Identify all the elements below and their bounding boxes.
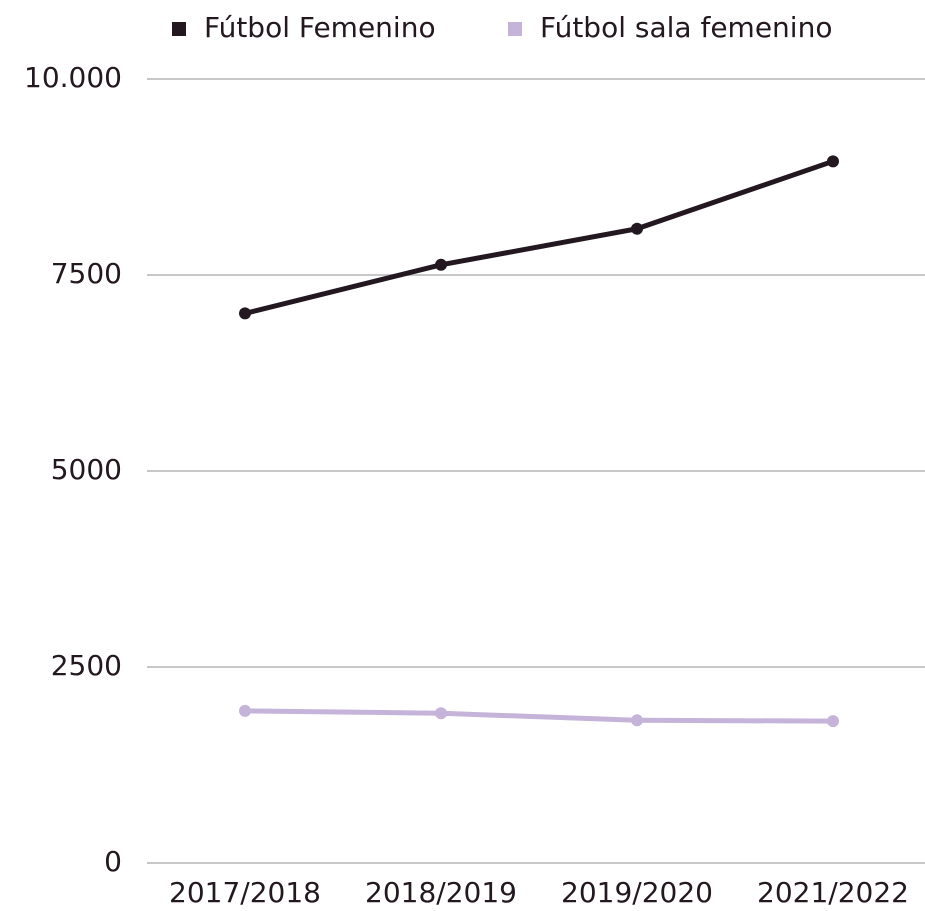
- series-point: [239, 704, 251, 717]
- series-point: [631, 714, 643, 727]
- series-line: [244, 708, 834, 724]
- series-point: [827, 155, 839, 168]
- legend-label: Fútbol Femenino: [204, 11, 436, 44]
- series-line: [244, 158, 834, 316]
- legend-swatch: [172, 22, 186, 36]
- series-point: [827, 715, 839, 728]
- legend-swatch: [508, 22, 522, 36]
- x-tick-label: 2017/2018: [169, 876, 321, 909]
- x-tick-label: 2021/2022: [757, 876, 909, 909]
- series-point: [239, 307, 251, 320]
- series-point: [631, 222, 643, 235]
- series-point: [435, 258, 447, 271]
- x-tick-label: 2018/2019: [365, 876, 517, 909]
- series-point: [435, 707, 447, 720]
- y-tick-label: 7500: [51, 257, 122, 290]
- x-tick-label: 2019/2020: [561, 876, 713, 909]
- y-tick-label: 2500: [51, 649, 122, 682]
- y-tick-label: 0: [104, 845, 122, 878]
- legend-label: Fútbol sala femenino: [540, 11, 832, 44]
- y-tick-label: 10.000: [24, 61, 122, 94]
- y-tick-label: 5000: [51, 453, 122, 486]
